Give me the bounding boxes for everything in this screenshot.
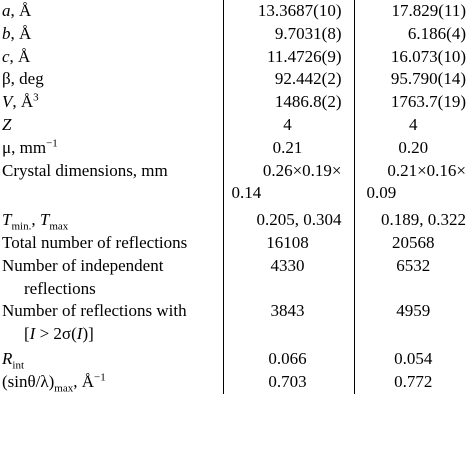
- value-col2: 4959: [396, 301, 431, 321]
- table-row: Tmin., Tmax 0.205, 0.304 0.189, 0.322: [0, 205, 474, 232]
- param-unit: , Å: [12, 92, 34, 112]
- param-separator: ,: [31, 210, 40, 230]
- param-unit: , Å: [73, 371, 95, 391]
- param-label: β, deg: [2, 69, 44, 89]
- param-symbol: b: [2, 23, 11, 43]
- param-subscript: min.: [11, 220, 32, 233]
- value-col2: 0.189, 0.322: [381, 210, 466, 230]
- row-label: (sinθ/λ)max, Å−1: [0, 371, 223, 394]
- param-subscript: max: [54, 382, 74, 395]
- value-col2: 16.073(10): [390, 46, 466, 66]
- param-label: Crystal dimensions, mm: [2, 160, 168, 180]
- param-label: Total number of reflections: [2, 232, 188, 252]
- row-label: a, Å: [0, 0, 223, 23]
- value-col1: 0.703: [222, 370, 355, 394]
- unit-superscript: 3: [33, 91, 39, 104]
- row-label: Number of independent reflections: [0, 255, 223, 301]
- unit-superscript: −1: [94, 371, 106, 384]
- value-col1: 0.066: [222, 345, 355, 371]
- value-col1: 11.4726(9): [222, 45, 355, 69]
- table-row: Total number of reflections 16108 20568: [0, 231, 474, 255]
- value-col1: 13.3687(10): [222, 0, 355, 23]
- value-col2: 4: [409, 114, 418, 134]
- value-col2: 0.21×0.16× 0.09: [354, 160, 474, 206]
- param-symbol: T: [39, 210, 50, 230]
- table-row: c, Å 11.4726(9) 16.073(10): [0, 45, 474, 69]
- table-row: Rint 0.066 0.054: [0, 345, 474, 371]
- param-subscript: max: [49, 220, 69, 233]
- value-line1: 0.26×0.19×: [262, 160, 342, 180]
- value-col2: 0.772: [394, 371, 433, 391]
- value-col1: 4330: [222, 254, 355, 301]
- value-col2: 0.054: [394, 348, 433, 368]
- condition-text: > 2σ(: [35, 324, 77, 344]
- param-label: Number of reflections with: [2, 301, 187, 321]
- value-col1: 9.7031(8): [222, 22, 355, 46]
- table-row: Number of independent reflections 4330 65…: [0, 254, 474, 301]
- param-subscript: int: [12, 359, 25, 372]
- value-line1: 0.21×0.16×: [387, 160, 466, 180]
- bracket-close: )]: [82, 324, 94, 344]
- table-row: Z 4 4: [0, 113, 474, 137]
- row-label: Number of reflections with [I > 2σ(I)]: [0, 300, 223, 346]
- row-label: Z: [0, 114, 223, 137]
- row-label: μ, mm−1: [0, 137, 223, 160]
- value-col1: 0.205, 0.304: [222, 205, 355, 232]
- table-row: a, Å 13.3687(10) 17.829(11): [0, 0, 474, 23]
- table-row: β, deg 92.442(2) 95.790(14): [0, 68, 474, 92]
- row-label: Crystal dimensions, mm: [0, 160, 223, 206]
- intensity-symbol: I: [76, 324, 83, 344]
- param-symbol: c: [2, 46, 10, 66]
- param-unit: , Å: [10, 23, 32, 43]
- param-symbol: Z: [2, 114, 12, 134]
- value-col1: 92.442(2): [222, 68, 355, 92]
- table-row: μ, mm−1 0.21 0.20: [0, 136, 474, 160]
- row-label: Tmin., Tmax: [0, 205, 223, 232]
- row-label: β, deg: [0, 68, 223, 91]
- value-col1: 0.26×0.19× 0.14: [222, 159, 355, 206]
- row-label: c, Å: [0, 46, 223, 69]
- table-row: (sinθ/λ)max, Å−1 0.703 0.772: [0, 370, 474, 394]
- value-col1: 1486.8(2): [222, 91, 355, 114]
- value-col1: 16108: [222, 231, 355, 255]
- value-col2: 20568: [392, 232, 435, 252]
- param-symbol: V: [2, 92, 13, 112]
- table-row: Number of reflections with [I > 2σ(I)] 38…: [0, 300, 474, 346]
- table-row: V, Å3 1486.8(2) 1763.7(19): [0, 91, 474, 114]
- value-line2: 0.09: [366, 183, 397, 203]
- value-col2: 17.829(11): [391, 1, 466, 20]
- row-label: Total number of reflections: [0, 232, 223, 255]
- param-symbol: T: [2, 210, 12, 230]
- value-col1: 4: [222, 113, 355, 137]
- param-symbol: R: [2, 348, 13, 368]
- table-row: b, Å 9.7031(8) 6.186(4): [0, 22, 474, 46]
- value-col1: 3843: [222, 300, 355, 346]
- value-line2: 0.14: [231, 183, 262, 203]
- unit-superscript: −1: [46, 137, 58, 150]
- value-col1: 0.21: [222, 136, 355, 160]
- param-label: μ, mm: [2, 137, 47, 157]
- intensity-symbol: I: [29, 324, 36, 344]
- param-label-continuation: reflections: [24, 278, 96, 298]
- value-col2: 6.186(4): [407, 23, 466, 43]
- param-label-continuation: [I > 2σ(I)]: [2, 323, 223, 346]
- value-col2: 6532: [396, 255, 431, 275]
- value-col2: 95.790(14): [390, 69, 466, 89]
- row-label: Rint: [0, 346, 223, 371]
- param-label: Number of independent: [2, 255, 164, 275]
- value-col2: 0.20: [398, 137, 429, 157]
- param-unit: , Å: [10, 1, 32, 20]
- param-unit: , Å: [9, 46, 31, 66]
- crystal-data-table: a, Å 13.3687(10) 17.829(11) b, Å 9.7031(…: [0, 0, 474, 394]
- bracket-open: [: [24, 324, 30, 344]
- row-label: b, Å: [0, 23, 223, 46]
- param-label: (sinθ/λ): [2, 371, 55, 391]
- row-label: V, Å3: [0, 91, 223, 114]
- table-row: Crystal dimensions, mm 0.26×0.19× 0.14 0.…: [0, 159, 474, 206]
- value-col2: 1763.7(19): [390, 92, 466, 112]
- param-symbol: a: [2, 1, 11, 20]
